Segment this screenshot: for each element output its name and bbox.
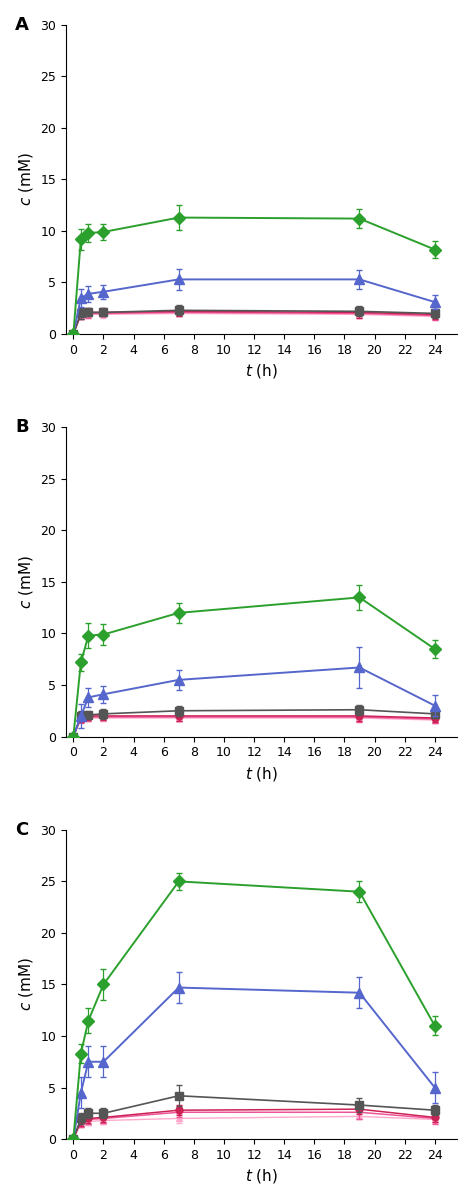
X-axis label: $\it{t}$ (h): $\it{t}$ (h) (245, 1167, 278, 1185)
X-axis label: $\it{t}$ (h): $\it{t}$ (h) (245, 362, 278, 380)
Text: B: B (15, 418, 28, 436)
X-axis label: $\it{t}$ (h): $\it{t}$ (h) (245, 764, 278, 783)
Text: C: C (15, 821, 28, 839)
Y-axis label: $\it{c}$ (mM): $\it{c}$ (mM) (17, 555, 35, 609)
Text: A: A (15, 16, 29, 34)
Y-axis label: $\it{c}$ (mM): $\it{c}$ (mM) (17, 153, 35, 207)
Y-axis label: $\it{c}$ (mM): $\it{c}$ (mM) (17, 958, 35, 1011)
